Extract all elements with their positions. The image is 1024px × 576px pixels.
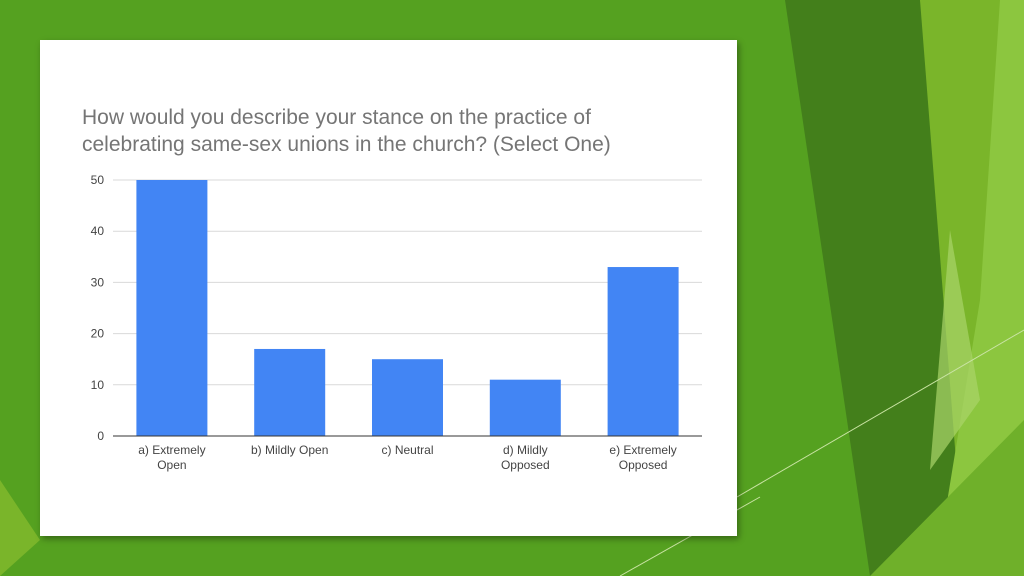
x-tick-label: e) Extremely Opposed: [609, 443, 676, 472]
y-tick-label: 40: [91, 224, 105, 238]
chart-title-line-2: celebrating same-sex unions in the churc…: [82, 133, 611, 156]
bg-shape-bright: [935, 0, 1024, 576]
y-tick-label: 30: [91, 275, 105, 289]
x-tick-label-line: c) Neutral: [381, 443, 433, 457]
x-tick-label-line: b) Mildly Open: [251, 443, 328, 457]
chart-title-line-1: How would you describe your stance on th…: [82, 106, 591, 129]
bar: [489, 379, 561, 436]
x-tick-label: b) Mildly Open: [251, 443, 328, 457]
y-tick-label: 50: [91, 173, 105, 187]
x-tick-label-line: Open: [157, 458, 186, 472]
bar: [136, 180, 208, 436]
x-tick-label-line: d) Mildly: [503, 443, 548, 457]
x-tick-label-line: e) Extremely: [609, 443, 676, 457]
bar: [254, 348, 326, 436]
bg-shape-bottom-left: [0, 480, 40, 576]
bar: [372, 359, 443, 436]
y-tick-label: 0: [97, 429, 104, 443]
x-tick-label: c) Neutral: [381, 443, 433, 457]
bg-thin-line: [736, 329, 1024, 498]
bar: [607, 267, 679, 436]
y-tick-label: 10: [91, 378, 105, 392]
bg-shape-bottom-right: [870, 420, 1024, 576]
x-tick-label-line: a) Extremely: [138, 443, 205, 457]
chart-title: How would you describe your stance on th…: [82, 104, 682, 158]
bar-chart: 0 10 20 30 40 50 a) Extremely Open b) Mildly Ope…: [91, 173, 702, 472]
bg-shape-pale: [930, 230, 980, 470]
x-tick-label-line: Opposed: [501, 458, 550, 472]
x-tick-label: d) Mildly Opposed: [501, 443, 550, 472]
chart-card: How would you describe your stance on th…: [40, 40, 737, 536]
y-tick-label: 20: [91, 327, 105, 341]
x-tick-label-line: Opposed: [619, 458, 668, 472]
x-tick-label: a) Extremely Open: [138, 443, 205, 472]
